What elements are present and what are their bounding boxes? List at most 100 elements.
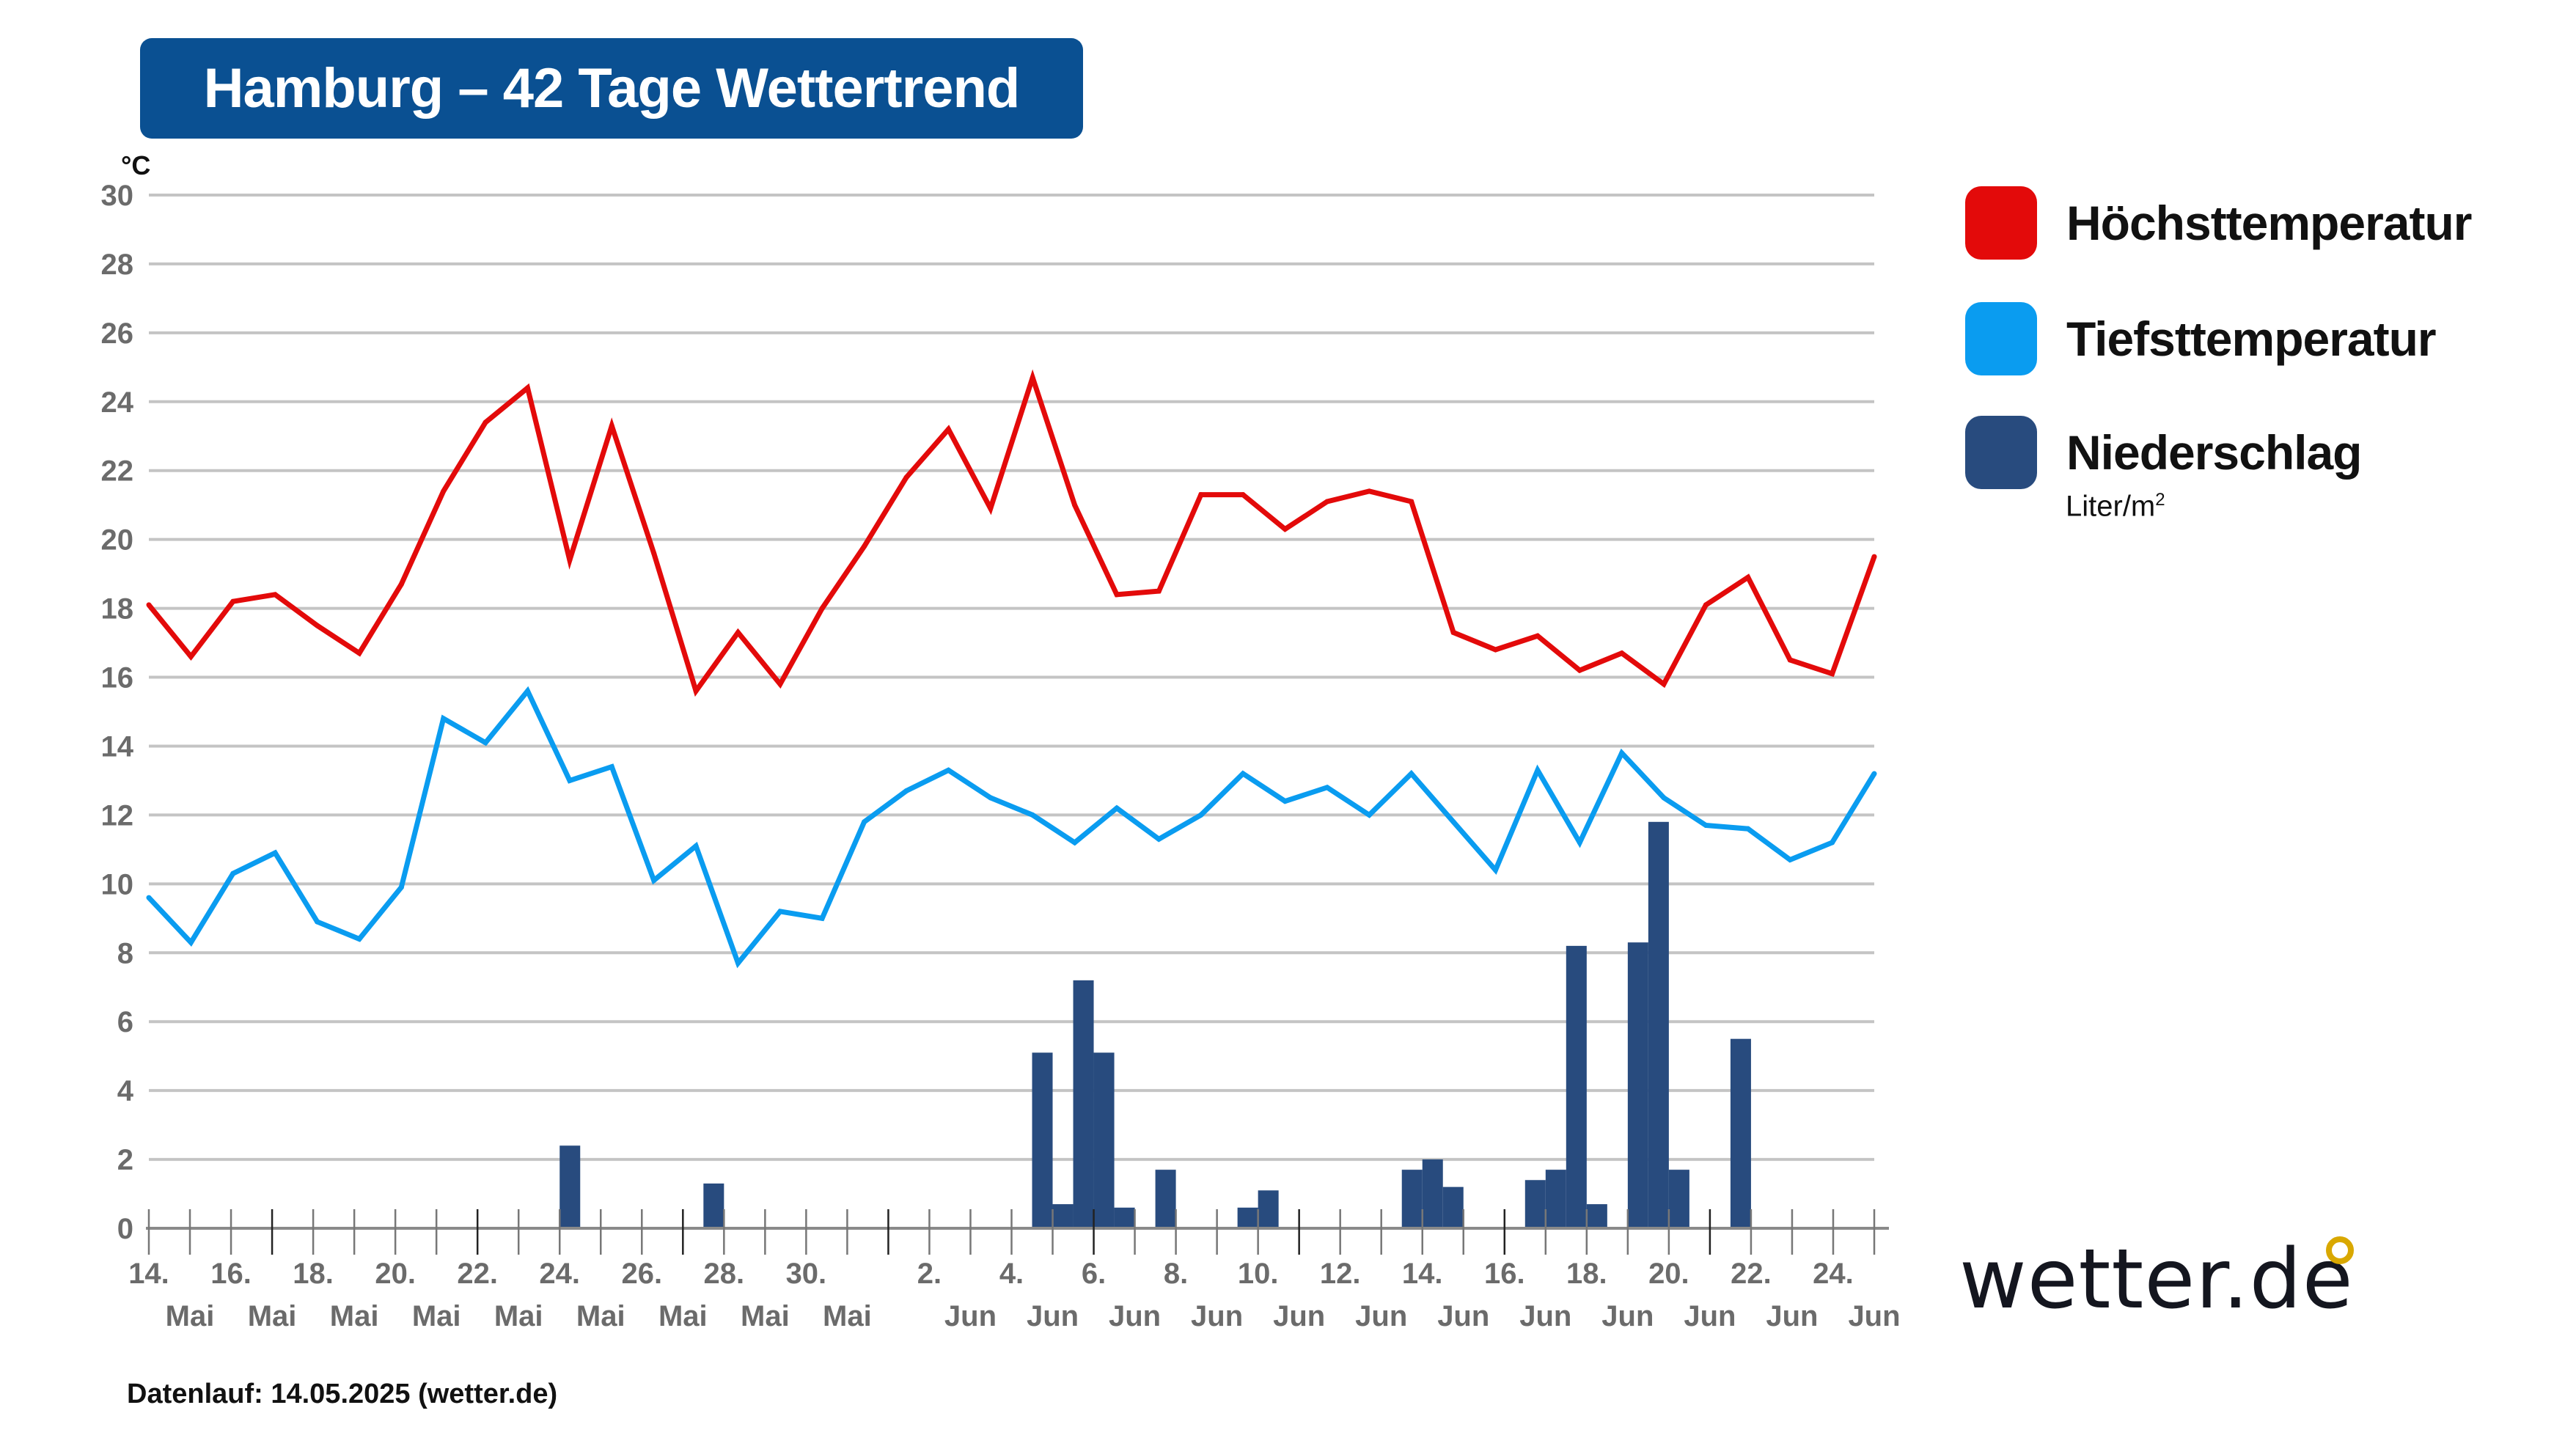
precipitation-unit-text: Liter/m: [2066, 490, 2156, 523]
max-temperature-point: [1661, 681, 1667, 687]
x-tick-label-month: Jun: [1191, 1300, 1243, 1332]
precipitation-bar: [1730, 1038, 1751, 1228]
legend-swatch-max-temp: [1965, 186, 2037, 260]
max-temperature-point: [862, 543, 867, 549]
y-axis-unit-label: °C: [121, 150, 150, 180]
precipitation-bar: [1586, 1204, 1607, 1228]
precipitation-bar: [1422, 1159, 1443, 1228]
legend-label-min-temp: Tiefsttemperatur: [2066, 312, 2437, 366]
x-tick-label-day: 28.: [704, 1258, 745, 1290]
x-tick-label-month: Jun: [1437, 1300, 1489, 1332]
y-tick-label: 12: [101, 799, 134, 832]
precipitation-bar: [1442, 1186, 1464, 1228]
min-temperature-point: [1198, 812, 1204, 818]
max-temperature-point: [482, 419, 488, 425]
max-temperature-point: [1283, 527, 1288, 532]
x-tick-label-month: Jun: [1519, 1300, 1571, 1332]
x-tick-label-month: Jun: [1601, 1300, 1654, 1332]
min-temperature-point: [777, 909, 783, 914]
min-temperature-point: [482, 740, 488, 746]
max-temperature-line: [147, 369, 1877, 697]
x-tick-label-day: 8.: [1164, 1258, 1188, 1290]
max-temperature-point: [1366, 488, 1372, 494]
x-tick-label-day: 14.: [1402, 1258, 1443, 1290]
min-temperature-point: [945, 767, 951, 773]
legend-item-precipitation: Niederschlag: [1965, 416, 2362, 489]
precipitation-bar: [1258, 1190, 1279, 1228]
min-temperature-point: [146, 895, 152, 900]
y-tick-label: 20: [101, 524, 134, 557]
max-temperature-point: [1072, 502, 1078, 508]
min-temperature-point: [1366, 812, 1372, 818]
max-temperature-point: [1156, 588, 1162, 594]
max-temperature-point: [1324, 499, 1330, 505]
min-temperature-point: [1661, 795, 1667, 801]
max-temperature-point: [1703, 602, 1709, 608]
max-temperature-point: [1198, 492, 1204, 498]
max-temperature-point: [819, 606, 825, 612]
max-temperature-point: [1577, 667, 1582, 673]
min-temperature-point: [1324, 785, 1330, 790]
max-temperature-point: [398, 582, 404, 587]
max-temperature-point: [945, 426, 951, 432]
x-tick-label-month: Mai: [166, 1300, 215, 1332]
max-temperature-point: [693, 688, 699, 694]
max-temperature-point: [1409, 499, 1414, 505]
max-temperature-point: [1745, 574, 1751, 580]
precipitation-bar: [1524, 1180, 1546, 1228]
axes: 02468101214161820222426283014.Mai16.Mai1…: [101, 180, 1901, 1332]
x-tick-label-day: 10.: [1238, 1258, 1279, 1290]
min-temperature-point: [525, 688, 531, 694]
max-temperature-point: [903, 474, 909, 480]
precipitation-bar: [703, 1183, 724, 1228]
max-temperature-point: [567, 557, 573, 563]
x-tick-label-month: Mai: [823, 1300, 872, 1332]
min-temperature-point: [1787, 856, 1793, 862]
min-temperature-point: [1703, 822, 1709, 828]
precipitation-bar: [1237, 1207, 1258, 1228]
y-tick-label: 26: [101, 318, 134, 350]
legend-label-precipitation: Niederschlag: [2066, 425, 2362, 480]
x-tick-label-day: 2.: [917, 1258, 942, 1290]
min-temperature-line: [147, 686, 1876, 969]
min-temperature-point: [441, 716, 447, 722]
legend-item-min-temp: Tiefsttemperatur: [1965, 302, 2437, 375]
precipitation-bar: [1073, 980, 1094, 1228]
y-tick-label: 6: [117, 1006, 133, 1038]
legend-label-max-temp: Höchsttemperatur: [2066, 196, 2472, 250]
y-tick-label: 30: [101, 180, 134, 212]
x-tick-label-day: 26.: [621, 1258, 662, 1290]
precipitation-bars: [559, 821, 1751, 1228]
precipitation-bar: [1114, 1207, 1135, 1228]
min-temperature-point: [230, 870, 236, 876]
y-tick-label: 14: [101, 730, 134, 763]
min-temperature-point: [1535, 767, 1541, 773]
x-tick-label-month: Jun: [1027, 1300, 1079, 1332]
min-temperature-point: [356, 936, 362, 942]
x-tick-label-month: Mai: [412, 1300, 461, 1332]
data-run-footnote: Datenlauf: 14.05.2025 (wetter.de): [127, 1379, 558, 1409]
min-temperature-point: [1745, 826, 1751, 832]
precipitation-bar: [559, 1145, 581, 1228]
min-temperature-point: [1072, 840, 1078, 845]
min-temperature-point: [188, 939, 194, 945]
max-temperature-point: [441, 488, 447, 494]
temperature-lines: [146, 369, 1877, 969]
gridlines: [149, 194, 1874, 1162]
x-tick-label-month: Mai: [576, 1300, 625, 1332]
x-tick-label-month: Jun: [1109, 1300, 1161, 1332]
x-tick-label-month: Jun: [1684, 1300, 1736, 1332]
max-temperature-point: [146, 602, 152, 608]
wetter-de-logo: wetter.de: [1959, 1232, 2354, 1327]
x-tick-label-day: 22.: [1731, 1258, 1772, 1290]
max-temperature-point: [1830, 671, 1835, 677]
min-temperature-point: [1156, 836, 1162, 842]
min-temperature-point: [315, 919, 320, 925]
max-temperature-point: [1450, 629, 1456, 635]
page-title: Hamburg – 42 Tage Wettertrend: [203, 57, 1021, 120]
legend-swatch-min-temp: [1965, 302, 2037, 375]
min-temperature-point: [1240, 771, 1246, 777]
min-temperature-point: [609, 764, 614, 770]
max-temperature-point: [1030, 375, 1035, 381]
